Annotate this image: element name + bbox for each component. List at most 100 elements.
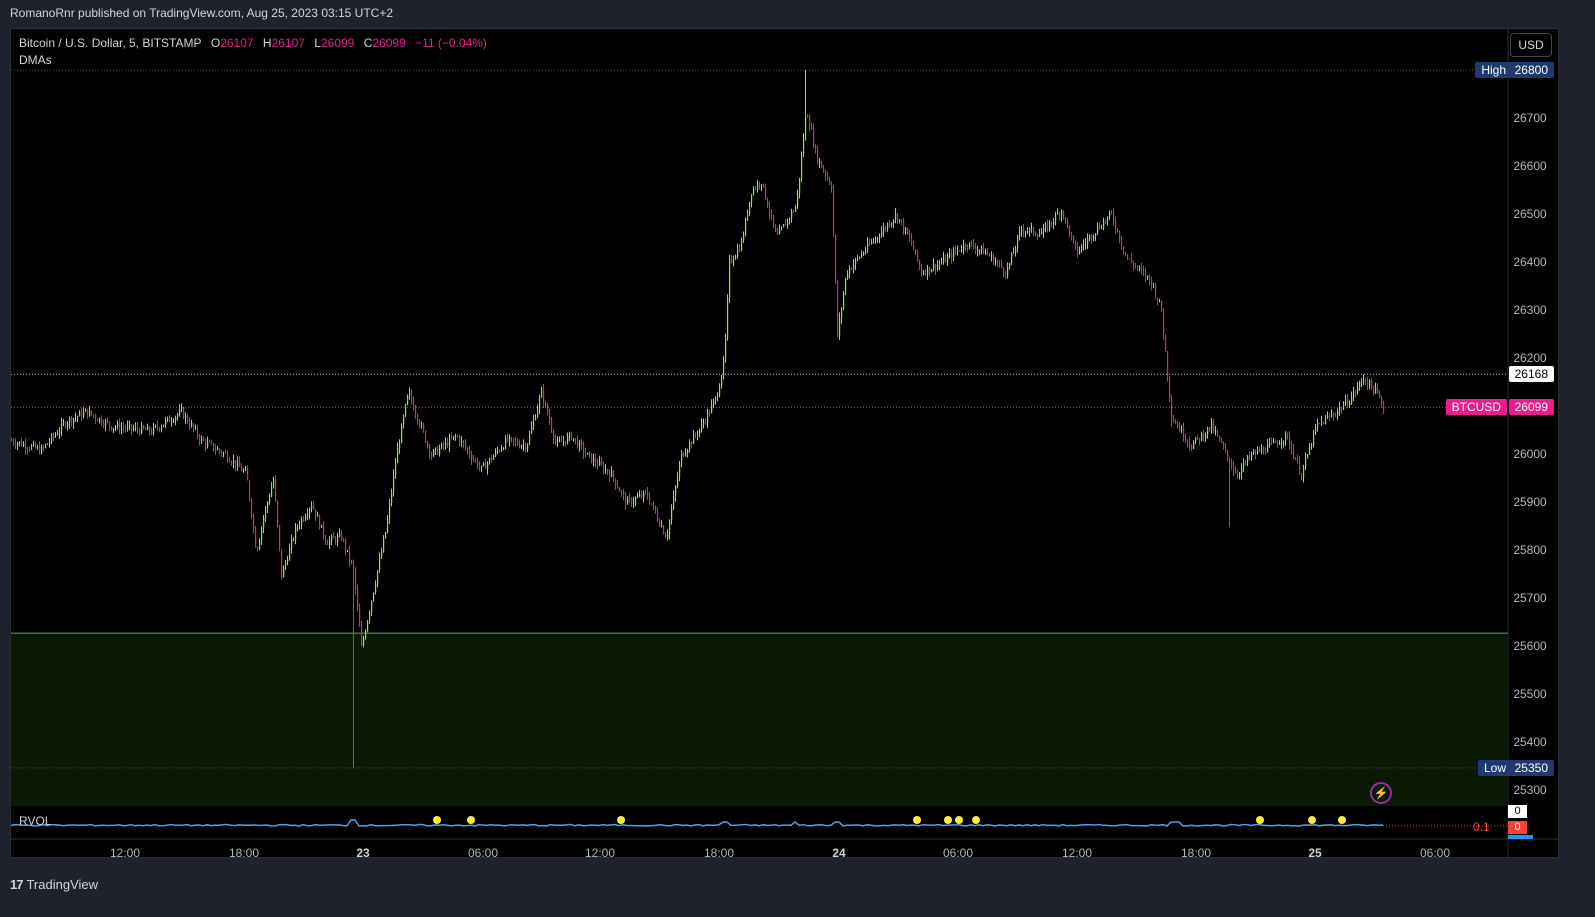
candle-body — [199, 436, 201, 441]
candle-body — [1319, 422, 1321, 424]
candle-body — [1161, 301, 1163, 312]
candle-body — [329, 540, 331, 545]
candle-body — [921, 266, 923, 275]
rvol-dot — [944, 816, 952, 824]
rvol-dot — [467, 816, 475, 824]
candle-body — [377, 570, 379, 584]
candle-body — [655, 505, 657, 513]
price-tick: 25300 — [1513, 783, 1547, 797]
candle-body — [803, 138, 805, 156]
candle-body — [161, 426, 163, 430]
candle-body — [477, 460, 479, 467]
candle-body — [65, 422, 67, 427]
candle-body — [1137, 266, 1139, 269]
candle-body — [1081, 245, 1083, 251]
candle-body — [1345, 399, 1347, 405]
candle-body — [309, 508, 311, 514]
candle-body — [523, 444, 525, 446]
candle-body — [975, 247, 977, 251]
candle-body — [185, 415, 187, 419]
candle-body — [1075, 240, 1077, 247]
chart-pane[interactable]: Bitcoin / U.S. Dollar, 5, BITSTAMP O2610… — [10, 28, 1559, 860]
candle-body — [471, 455, 473, 460]
candle-body — [1283, 440, 1285, 443]
candle-body — [443, 443, 445, 446]
candle-body — [491, 458, 493, 460]
candle-body — [977, 249, 979, 251]
candle-body — [481, 465, 483, 468]
candle-body — [327, 542, 329, 545]
candle-body — [33, 443, 35, 446]
price-chart-svg[interactable] — [11, 29, 1558, 857]
candle-body — [811, 127, 813, 130]
candle-body — [1121, 240, 1123, 247]
candle-body — [695, 433, 697, 436]
candle-body — [791, 211, 793, 219]
candle-body — [1077, 246, 1079, 254]
candle-body — [367, 620, 369, 632]
candle-body — [1357, 387, 1359, 393]
candle-body — [1209, 427, 1211, 430]
candle-body — [143, 425, 145, 429]
candle-body — [357, 589, 359, 607]
candle-body — [487, 462, 489, 470]
indicator-dmas[interactable]: DMAs — [19, 53, 52, 67]
candle-body — [1147, 275, 1149, 278]
symbol-title[interactable]: Bitcoin / U.S. Dollar, 5, BITSTAMP — [19, 36, 202, 50]
candle-body — [719, 386, 721, 397]
candle-body — [205, 440, 207, 447]
candle-body — [935, 263, 937, 270]
candle-body — [517, 441, 519, 445]
candle-body — [865, 250, 867, 253]
candle-body — [23, 443, 25, 447]
candle-body — [1355, 391, 1357, 393]
candle-body — [291, 539, 293, 548]
footer-brand[interactable]: TradingView — [26, 877, 99, 892]
footer: 17 TradingView — [10, 877, 98, 892]
candle-body — [1347, 399, 1349, 406]
candle-body — [1285, 432, 1287, 441]
candle-body — [1115, 222, 1117, 230]
candle-body — [917, 250, 919, 261]
dotted-level-tag: 26168 — [1508, 366, 1554, 382]
candle-body — [753, 188, 755, 195]
time-tick: 18:00 — [1180, 846, 1212, 860]
time-tick: 06:00 — [942, 846, 974, 860]
candle-body — [1233, 466, 1235, 472]
candle-body — [399, 442, 401, 449]
candle-body — [1295, 457, 1297, 460]
candle-body — [1255, 451, 1257, 455]
candle-body — [527, 444, 529, 450]
candle-body — [1249, 456, 1251, 458]
candle-body — [847, 273, 849, 279]
candle-body — [943, 257, 945, 263]
candle-body — [1171, 398, 1173, 421]
candle-body — [121, 427, 123, 431]
candle-body — [313, 505, 315, 510]
candle-body — [1015, 248, 1017, 253]
candle-body — [563, 441, 565, 443]
candle-body — [1063, 210, 1065, 219]
candle-body — [707, 412, 709, 423]
candle-body — [873, 240, 875, 242]
candle-body — [531, 426, 533, 434]
candle-body — [749, 201, 751, 215]
candle-body — [1175, 421, 1177, 425]
candle-body — [71, 417, 73, 424]
candle-body — [779, 229, 781, 235]
candle-body — [249, 480, 251, 500]
candle-body — [1095, 233, 1097, 237]
candle-body — [549, 414, 551, 422]
candle-body — [169, 417, 171, 422]
currency-button[interactable]: USD — [1510, 33, 1552, 57]
candle-body — [1185, 437, 1187, 441]
price-tick: 26500 — [1513, 207, 1547, 221]
candle-body — [1129, 258, 1131, 260]
candle-body — [111, 426, 113, 430]
candle-body — [1045, 224, 1047, 228]
candle-body — [157, 425, 159, 428]
candle-body — [461, 440, 463, 443]
rvol-label[interactable]: RVOL — [19, 814, 52, 828]
lightning-icon[interactable]: ⚡ — [1370, 782, 1392, 804]
candle-body — [787, 219, 789, 226]
